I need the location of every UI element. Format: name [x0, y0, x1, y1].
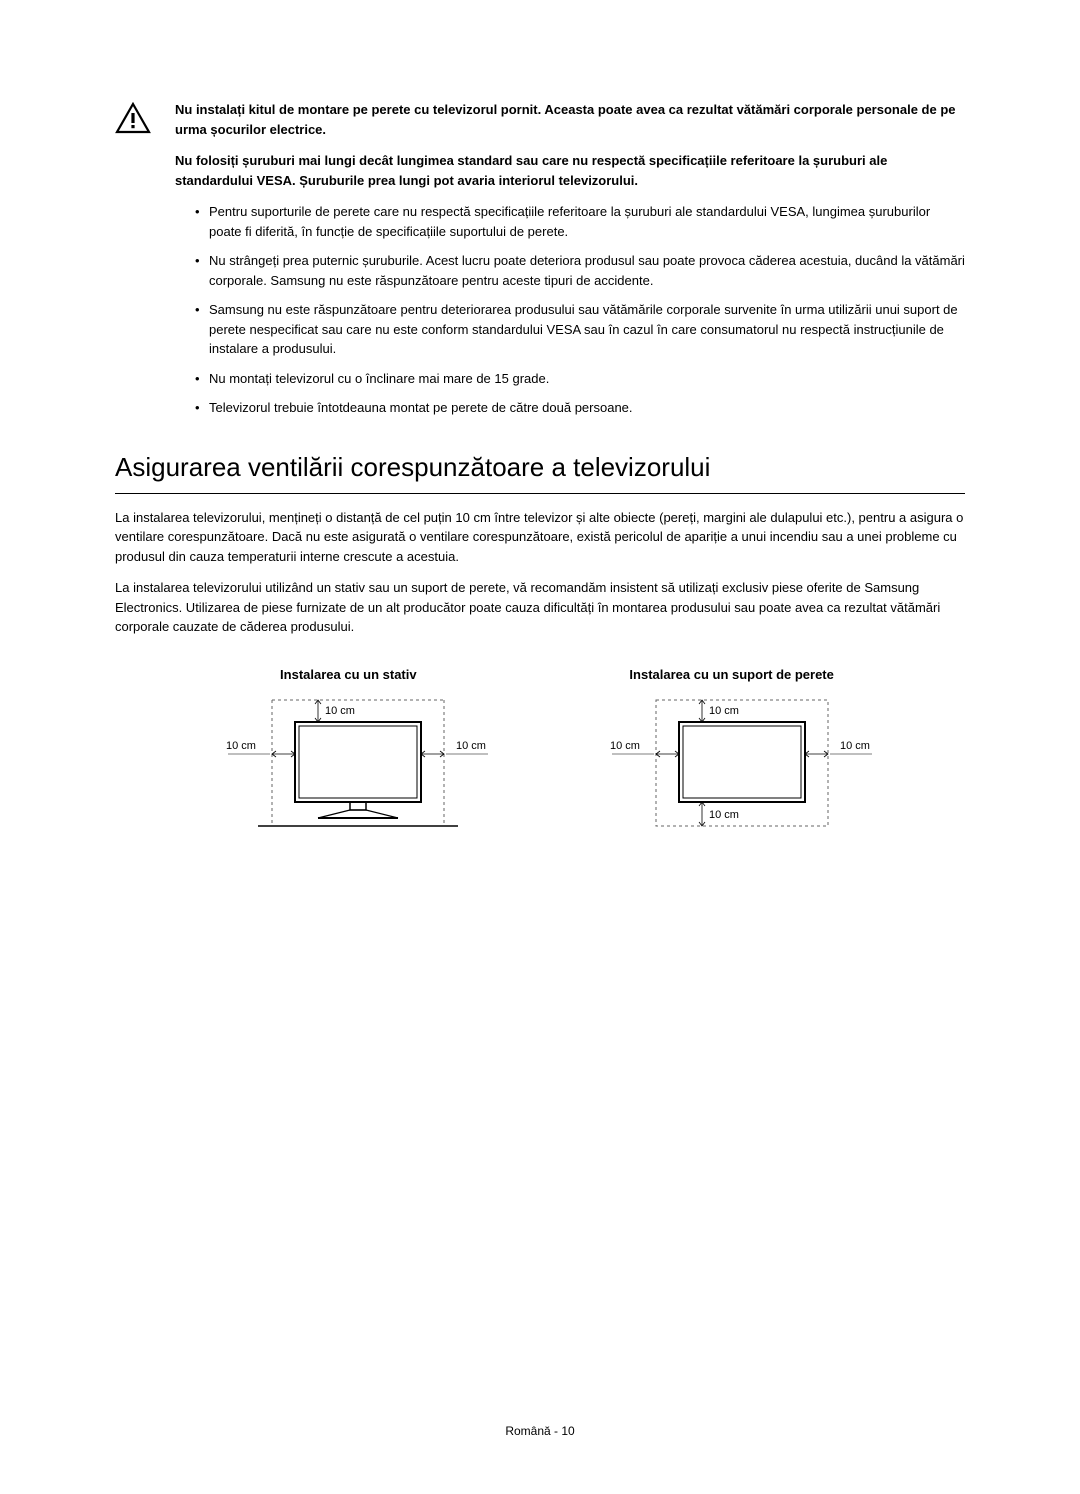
- warning-bullet: Nu montați televizorul cu o înclinare ma…: [195, 369, 965, 389]
- warning-para-2: Nu folosiți șuruburi mai lungi decât lun…: [175, 151, 965, 190]
- diagram-stand: Instalarea cu un stativ 10 cm: [198, 665, 498, 845]
- diagram-stand-svg: 10 cm 10 cm 10 cm: [198, 694, 498, 844]
- warning-block: Nu instalați kitul de montare pe perete …: [115, 100, 965, 428]
- warning-bullet: Samsung nu este răspunzătoare pentru det…: [195, 300, 965, 359]
- diagram-stand-title: Instalarea cu un stativ: [280, 665, 417, 685]
- wall-label-top: 10 cm: [709, 705, 739, 717]
- diagram-wall-svg: 10 cm 10 cm 10 cm 10 cm: [582, 694, 882, 844]
- diagram-wall: Instalarea cu un suport de perete 10 cm …: [582, 665, 882, 845]
- warning-para-1: Nu instalați kitul de montare pe perete …: [175, 100, 965, 139]
- warning-bullet: Pentru suporturile de perete care nu res…: [195, 202, 965, 241]
- page-footer: Română - 10: [0, 1422, 1080, 1440]
- stand-label-right: 10 cm: [456, 740, 486, 752]
- wall-label-left: 10 cm: [610, 740, 640, 752]
- stand-label-left: 10 cm: [226, 740, 256, 752]
- warning-content: Nu instalați kitul de montare pe perete …: [175, 100, 965, 428]
- warning-icon: [115, 102, 151, 428]
- section-para-2: La instalarea televizorului utilizând un…: [115, 578, 965, 637]
- section-para-1: La instalarea televizorului, mențineți o…: [115, 508, 965, 567]
- warning-bullet: Televizorul trebuie întotdeauna montat p…: [195, 398, 965, 418]
- wall-label-bottom: 10 cm: [709, 809, 739, 821]
- warning-bullet: Nu strângeți prea puternic șuruburile. A…: [195, 251, 965, 290]
- section-heading: Asigurarea ventilării corespunzătoare a …: [115, 448, 965, 494]
- stand-label-top: 10 cm: [325, 705, 355, 717]
- diagram-wall-title: Instalarea cu un suport de perete: [629, 665, 833, 685]
- warning-bullet-list: Pentru suporturile de perete care nu res…: [175, 202, 965, 418]
- wall-label-right: 10 cm: [840, 740, 870, 752]
- diagrams-row: Instalarea cu un stativ 10 cm: [115, 665, 965, 845]
